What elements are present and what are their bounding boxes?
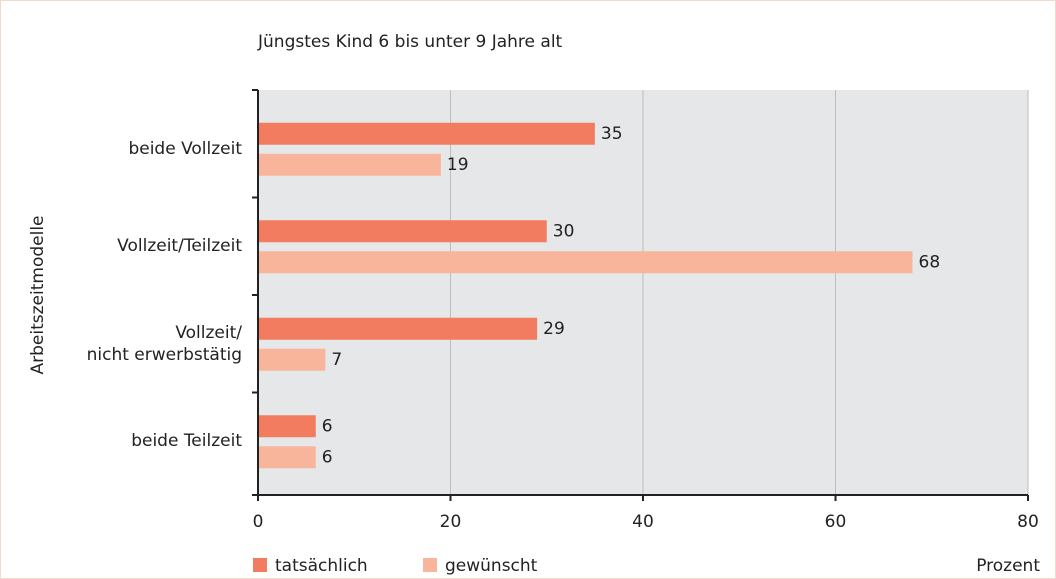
bar bbox=[258, 251, 913, 274]
x-tick-label: 0 bbox=[253, 512, 264, 532]
bar bbox=[258, 415, 316, 438]
legend-swatch bbox=[253, 558, 267, 572]
x-tick-label: 80 bbox=[1017, 512, 1039, 532]
y-tick-label: beide Vollzeit bbox=[128, 138, 242, 159]
x-tick-label: 60 bbox=[825, 512, 847, 532]
data-label: 35 bbox=[601, 124, 623, 144]
bar bbox=[258, 153, 441, 176]
bar bbox=[258, 122, 595, 145]
legend-swatch bbox=[423, 558, 437, 572]
legend-label: tatsächlich bbox=[275, 556, 368, 576]
data-label: 19 bbox=[447, 155, 469, 175]
data-label: 6 bbox=[322, 447, 333, 467]
legend-label: gewünscht bbox=[445, 556, 538, 576]
chart-title: Jüngstes Kind 6 bis unter 9 Jahre alt bbox=[257, 32, 563, 52]
y-tick-label: Vollzeit/ nicht erwerbstätig bbox=[86, 322, 242, 365]
y-tick-label: beide Teilzeit bbox=[131, 431, 242, 452]
data-label: 29 bbox=[543, 319, 565, 339]
y-tick-label: Vollzeit/Teilzeit bbox=[117, 236, 242, 257]
x-axis-label: Prozent bbox=[976, 556, 1040, 576]
data-label: 68 bbox=[919, 252, 941, 272]
bar bbox=[258, 220, 547, 243]
data-label: 30 bbox=[553, 221, 575, 241]
data-label: 7 bbox=[331, 350, 342, 370]
data-label: 6 bbox=[322, 416, 333, 436]
x-tick-label: 40 bbox=[632, 512, 654, 532]
bar bbox=[258, 317, 538, 340]
bar bbox=[258, 446, 316, 469]
bar bbox=[258, 348, 326, 371]
y-axis-label: Arbeitszeitmodelle bbox=[28, 215, 48, 374]
x-tick-label: 20 bbox=[440, 512, 462, 532]
